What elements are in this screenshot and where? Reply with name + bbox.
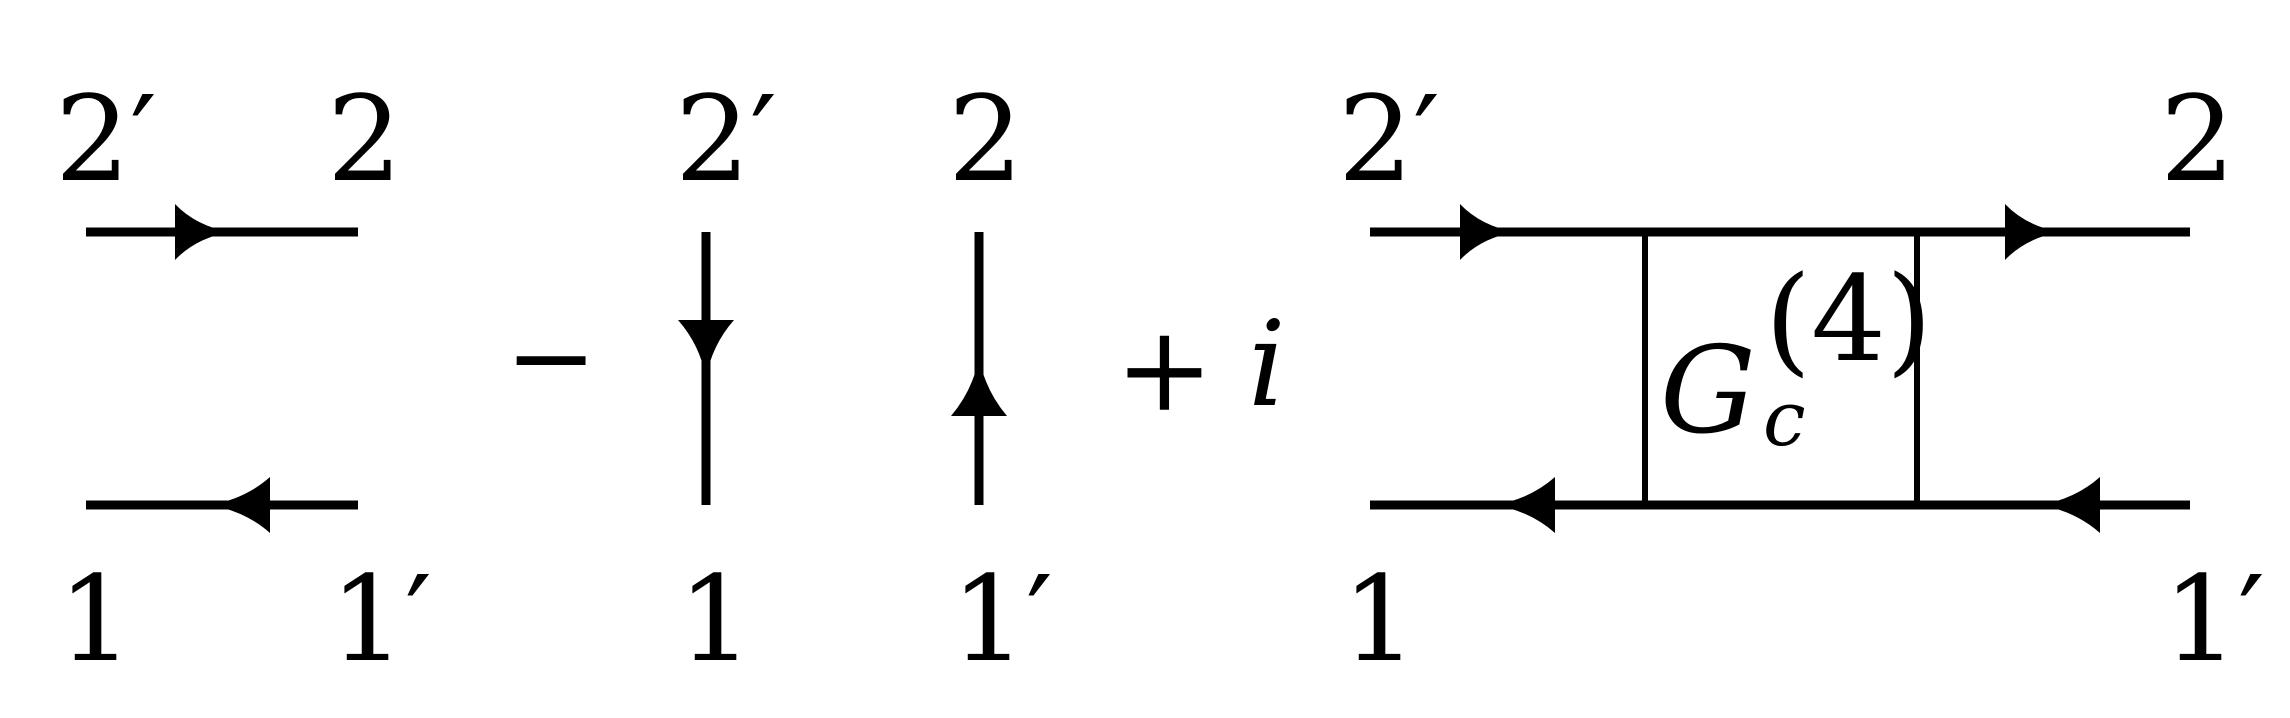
label-1-prime: 1′ (2163, 550, 2265, 688)
arrow-right-top (175, 204, 230, 260)
minus-sign: − (505, 293, 597, 421)
diagram-connected-vertex: 2′ 2 G c (4) 1 1′ (1338, 70, 2265, 688)
imaginary-unit: i (1248, 295, 1286, 433)
arrow-up (951, 357, 1007, 416)
label-1-prime: 1′ (951, 550, 1053, 688)
vertex-superscript: (4) (1765, 250, 1932, 388)
vertex-box (1642, 229, 1920, 508)
arrow-in-top (1460, 204, 1515, 260)
label-1: 1 (678, 550, 753, 688)
vertex-subscript: c (1763, 374, 1806, 463)
label-2: 2 (327, 70, 402, 208)
arrow-down (678, 320, 734, 378)
label-1-prime: 1′ (330, 550, 432, 688)
arrow-left-bottom (210, 477, 270, 533)
vertex-symbol: G (1660, 322, 1756, 461)
label-2: 2 (2160, 70, 2235, 208)
label-1: 1 (58, 550, 133, 688)
label-2: 2 (948, 70, 1023, 208)
diagram-vertical-propagators: 2′ 2 1 1′ (675, 70, 1053, 688)
diagram-horizontal-propagators: 2′ 2 1 1′ (55, 70, 432, 688)
arrow-out-top (2005, 204, 2060, 260)
label-2-prime: 2′ (55, 70, 157, 208)
label-2-prime: 2′ (675, 70, 777, 208)
label-2-prime: 2′ (1338, 70, 1440, 208)
arrow-out-bottom (1495, 477, 1555, 533)
arrow-in-bottom (2040, 477, 2100, 533)
plus-sign: + (1115, 300, 1214, 438)
vertex-label-G-c-4: G c (4) (1660, 250, 1932, 463)
label-1: 1 (1342, 550, 1417, 688)
